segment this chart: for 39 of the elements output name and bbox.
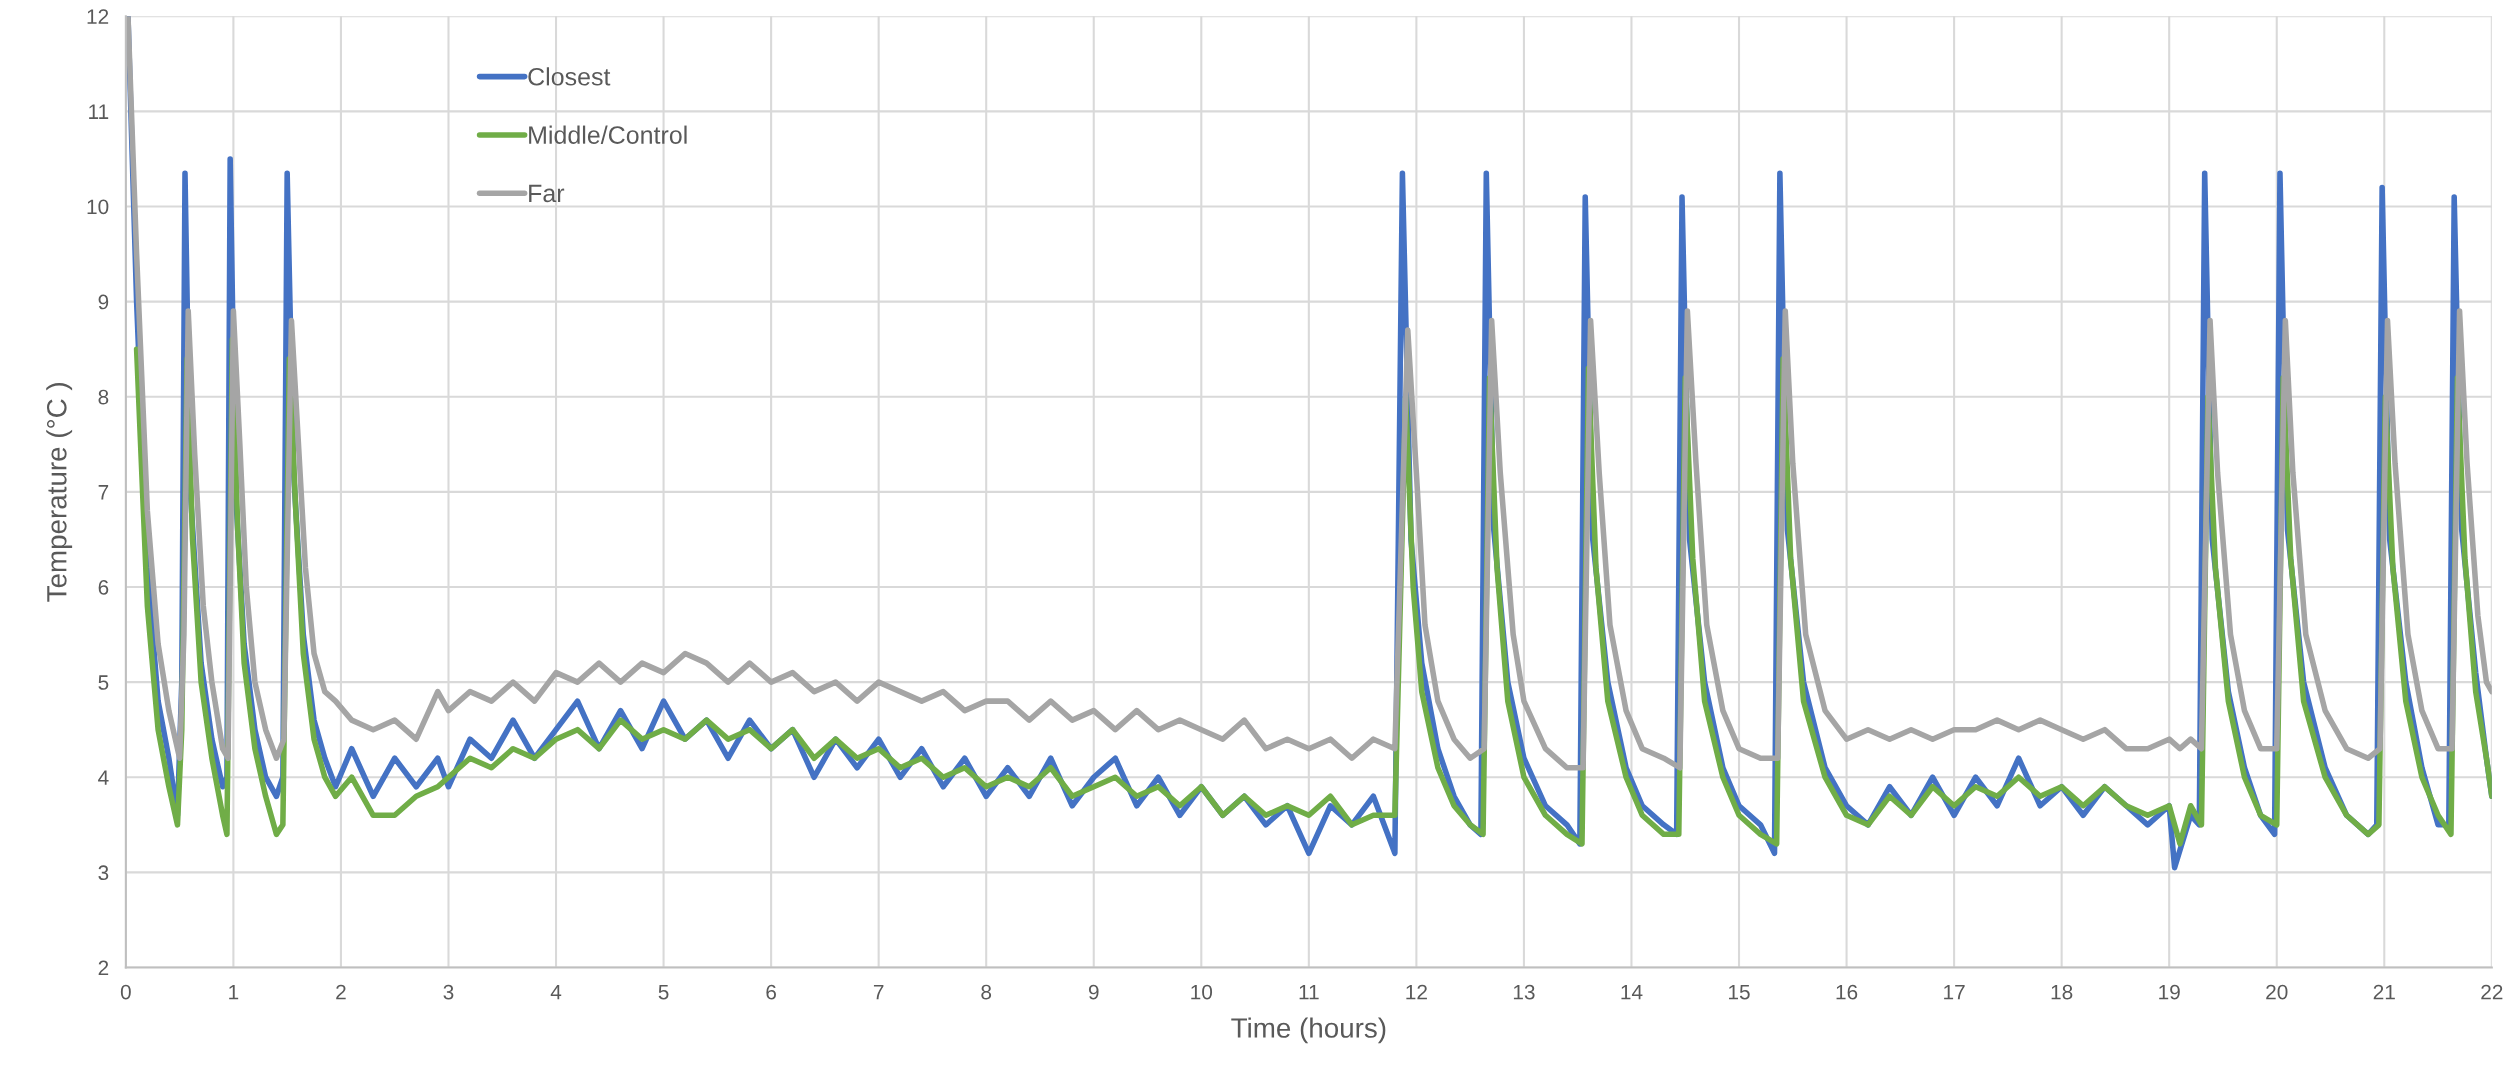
x-tick-label: 8 (981, 984, 992, 1000)
x-tick-label: 16 (1836, 984, 1858, 1000)
x-tick-label: 19 (2159, 984, 2180, 1000)
x-tick-label: 21 (2373, 984, 2395, 1000)
legend-label: Middle/Control (529, 125, 687, 144)
x-tick-label: 13 (1513, 984, 1535, 1000)
x-tick-label: 9 (1088, 984, 1099, 1000)
y-tick-label: 3 (98, 865, 109, 881)
y-tick-label: 4 (98, 770, 109, 785)
x-tick-label: 1 (229, 984, 239, 1000)
x-tick-label: 11 (1299, 984, 1319, 1000)
x-tick-label: 12 (1406, 984, 1427, 1000)
x-tick-label: 14 (1621, 984, 1643, 1000)
x-tick-label: 7 (873, 984, 884, 1000)
x-tick-label: 20 (2266, 984, 2288, 1000)
x-tick-label: 2 (336, 984, 346, 1000)
x-tick-label: 4 (550, 984, 562, 1000)
y-tick-label: 7 (98, 485, 109, 500)
x-tick-label: 10 (1191, 984, 1213, 1000)
x-tick-label: 15 (1729, 984, 1750, 1000)
y-tick-label: 9 (98, 294, 109, 310)
x-tick-label: 3 (443, 984, 454, 1000)
x-tick-label: 6 (766, 984, 776, 1000)
y-tick-label: 12 (87, 9, 109, 24)
y-tick-label: 11 (89, 104, 109, 119)
y-tick-label: 8 (98, 389, 109, 405)
y-tick-label: 2 (98, 960, 109, 976)
x-axis-title: Time (hours) (1231, 1017, 1386, 1044)
y-axis-title: Temperature (°C ) (46, 383, 73, 602)
x-tick-label: 18 (2051, 984, 2073, 1000)
y-tick-label: 5 (98, 675, 109, 690)
legend-label: Far (529, 184, 565, 203)
y-tick-label: 10 (87, 199, 109, 215)
y-tick-label: 6 (98, 579, 109, 595)
x-tick-label: 17 (1944, 984, 1965, 1000)
x-tick-label: 22 (2481, 984, 2503, 1000)
x-tick-label: 0 (120, 984, 131, 1000)
x-tick-label: 5 (658, 984, 669, 1000)
legend-label: Closest (528, 67, 611, 86)
